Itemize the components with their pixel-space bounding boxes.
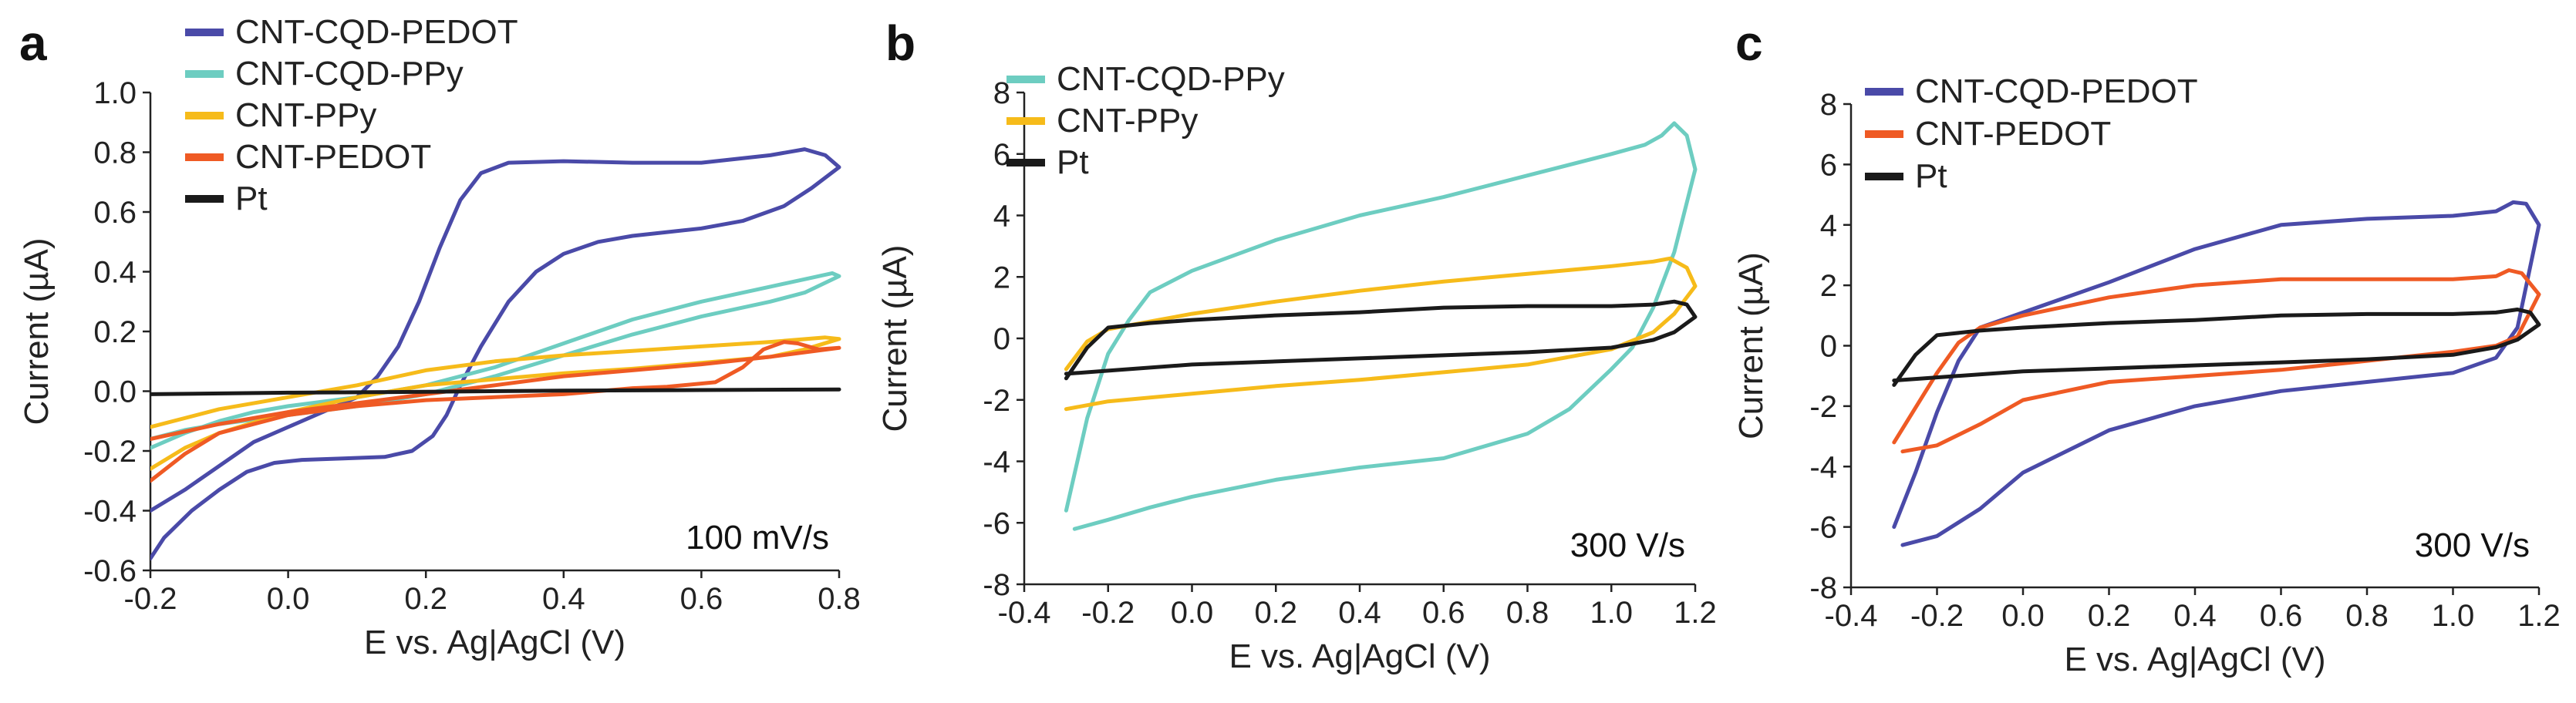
- x-tick-label: 0.8: [818, 582, 861, 616]
- x-tick-label: 1.0: [2432, 599, 2475, 633]
- legend-label: CNT-PPy: [1057, 102, 1198, 140]
- y-tick-label: -8: [1809, 571, 1837, 605]
- y-tick-label: 6: [993, 138, 1010, 172]
- legend-label: CNT-PEDOT: [235, 138, 431, 176]
- scan-rate-label: 300 V/s: [2415, 526, 2530, 564]
- panel-letter: b: [885, 15, 915, 71]
- y-tick-label: 0.4: [93, 256, 137, 290]
- y-tick-label: -8: [983, 568, 1010, 602]
- x-tick-label: 1.0: [1590, 596, 1633, 630]
- x-tick-label: 1.2: [1674, 596, 1717, 630]
- y-tick-label: -0.6: [83, 554, 137, 588]
- y-tick-label: 2: [1820, 269, 1837, 303]
- x-tick-label: -0.4: [998, 596, 1051, 630]
- legend-label: Pt: [235, 180, 268, 217]
- x-tick-label: 0.4: [1338, 596, 1381, 630]
- y-tick-label: 0: [1820, 330, 1837, 364]
- x-tick-label: -0.2: [1910, 599, 1964, 633]
- y-tick-label: -6: [1809, 511, 1837, 545]
- scan-rate-label: 100 mV/s: [686, 519, 829, 557]
- y-tick-label: -2: [983, 384, 1010, 418]
- x-tick-label: 0.0: [2001, 599, 2045, 633]
- y-tick-label: -2: [1809, 390, 1837, 424]
- y-tick-label: 6: [1820, 148, 1837, 182]
- series-line-cnt-ppy: [1064, 256, 1698, 412]
- series-line-pt: [150, 387, 841, 396]
- y-tick-label: 0.6: [93, 196, 137, 230]
- legend-label: CNT-CQD-PPy: [235, 55, 464, 92]
- x-tick-label: 0.6: [2260, 599, 2303, 633]
- series-line-pt: [1064, 299, 1698, 381]
- x-tick-label: 0.8: [1506, 596, 1549, 630]
- series-line-cnt-cqd-ppy: [1064, 121, 1698, 531]
- y-tick-label: 4: [1820, 209, 1837, 243]
- panel-letter: c: [1735, 15, 1763, 71]
- y-tick-label: -0.4: [83, 495, 137, 529]
- series-line-cnt-cqd-ppy: [150, 271, 841, 450]
- y-tick-label: -4: [983, 446, 1010, 479]
- y-tick-label: 0.8: [93, 136, 137, 170]
- panel-c: c -0.4 -0.2 0.0 0.2 0.4 0.6 0.8 1.0 1.2 -8 -6 -4 -2 0 2…: [1732, 15, 2561, 678]
- panel-a: a -0.2 0.0 0.2 0.4 0.6 0.8 -0.6 -0.4 -0.2 0.0 0.2 0.…: [18, 13, 861, 661]
- x-tick-label: 0.0: [267, 582, 310, 616]
- scan-rate-label: 300 V/s: [1570, 526, 1685, 564]
- legend-label: CNT-CQD-PPy: [1057, 60, 1285, 98]
- x-tick-label: -0.2: [124, 582, 177, 616]
- x-axis-title: E vs. Ag|AgCl (V): [2064, 641, 2325, 678]
- x-tick-label: 0.4: [2173, 599, 2217, 633]
- legend-label: Pt: [1915, 157, 1947, 195]
- x-axis-title: E vs. Ag|AgCl (V): [1229, 637, 1490, 675]
- y-tick-label: 1.0: [93, 76, 137, 110]
- series-line-cnt-pedot: [1892, 268, 2541, 454]
- series-line-cnt-ppy: [150, 335, 841, 471]
- legend-label: CNT-CQD-PEDOT: [235, 13, 518, 51]
- y-tick-label: 8: [993, 76, 1010, 110]
- x-tick-label: 0.8: [2345, 599, 2389, 633]
- y-axis-title: Current (µA): [876, 245, 914, 432]
- legend-label: CNT-PPy: [235, 96, 376, 134]
- y-tick-label: 0: [993, 322, 1010, 356]
- y-tick-label: -0.2: [83, 435, 137, 469]
- x-tick-label: 0.6: [680, 582, 723, 616]
- y-tick-label: 0.2: [93, 315, 137, 349]
- x-tick-label: 0.6: [1422, 596, 1465, 630]
- y-axis-title: Current (µA): [1732, 252, 1770, 439]
- x-tick-label: 1.2: [2517, 599, 2561, 633]
- panel-letter: a: [19, 15, 47, 71]
- y-tick-label: 4: [993, 200, 1010, 234]
- y-tick-label: 8: [1820, 88, 1837, 122]
- x-axis-title: E vs. Ag|AgCl (V): [364, 624, 625, 661]
- legend-label: CNT-PEDOT: [1915, 115, 2111, 153]
- y-tick-label: 2: [993, 261, 1010, 294]
- x-tick-label: 0.2: [2088, 599, 2131, 633]
- legend-label: Pt: [1057, 143, 1089, 181]
- x-tick-label: 0.2: [404, 582, 447, 616]
- x-tick-label: -0.2: [1081, 596, 1135, 630]
- x-tick-label: 0.0: [1171, 596, 1214, 630]
- y-tick-label: 0.0: [93, 375, 137, 409]
- x-tick-label: 0.4: [542, 582, 585, 616]
- y-tick-label: -6: [983, 506, 1010, 540]
- legend-label: CNT-CQD-PEDOT: [1915, 72, 2198, 110]
- series-line-pt: [1892, 308, 2541, 387]
- y-tick-label: -4: [1809, 450, 1837, 484]
- panel-b: b -0.4 -0.2 0.0 0.2 0.4 0.6 0.8 1.0 1.2 -8 -6 -4 -2 0 2…: [876, 15, 1717, 675]
- y-axis-title: Current (µA): [18, 238, 56, 426]
- series-line-cnt-cqd-pedot: [150, 147, 841, 560]
- x-tick-label: 0.2: [1254, 596, 1297, 630]
- x-tick-label: -0.4: [1825, 599, 1878, 633]
